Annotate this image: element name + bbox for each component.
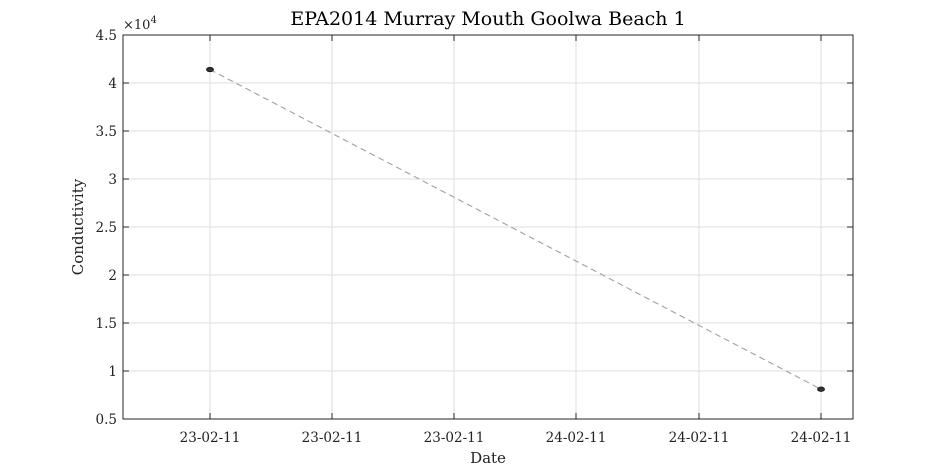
tick-labels: 0.5 1 1.5 2 2.5 3 3.5 4 4.5 23-02-11 23-02-11 23-02… <box>96 28 852 446</box>
y-axis-multiplier: ×10 <box>123 18 150 33</box>
data-point <box>817 386 825 392</box>
x-tick-label: 24-02-11 <box>546 430 607 446</box>
y-axis-exponent-label: ×104 <box>123 15 157 33</box>
x-axis-label: Date <box>470 449 506 467</box>
series-layer <box>206 66 825 392</box>
y-tick-label: 4.5 <box>96 28 117 44</box>
x-tick-label: 23-02-11 <box>302 430 363 446</box>
data-point <box>206 66 214 73</box>
x-tick-label: 24-02-11 <box>669 430 730 446</box>
x-tick-label: 23-02-11 <box>424 430 485 446</box>
y-tick-label: 0.5 <box>96 412 117 428</box>
y-tick-label: 1.5 <box>96 316 117 332</box>
y-tick-label: 1 <box>108 364 117 380</box>
y-tick-label: 4 <box>108 76 117 92</box>
x-tick-label: 23-02-11 <box>180 430 241 446</box>
y-tick-label: 3 <box>108 172 117 188</box>
y-tick-label: 3.5 <box>96 124 117 140</box>
series-line <box>209 69 822 390</box>
y-axis-exponent: 4 <box>150 15 156 26</box>
axis-ticks <box>123 34 853 420</box>
grid <box>123 35 853 419</box>
chart-title: EPA2014 Murray Mouth Goolwa Beach 1 <box>290 8 685 30</box>
x-tick-label: 24-02-11 <box>791 430 852 446</box>
y-tick-label: 2 <box>108 268 117 284</box>
y-axis-label: Conductivity <box>69 178 87 275</box>
y-tick-label: 2.5 <box>96 220 117 236</box>
